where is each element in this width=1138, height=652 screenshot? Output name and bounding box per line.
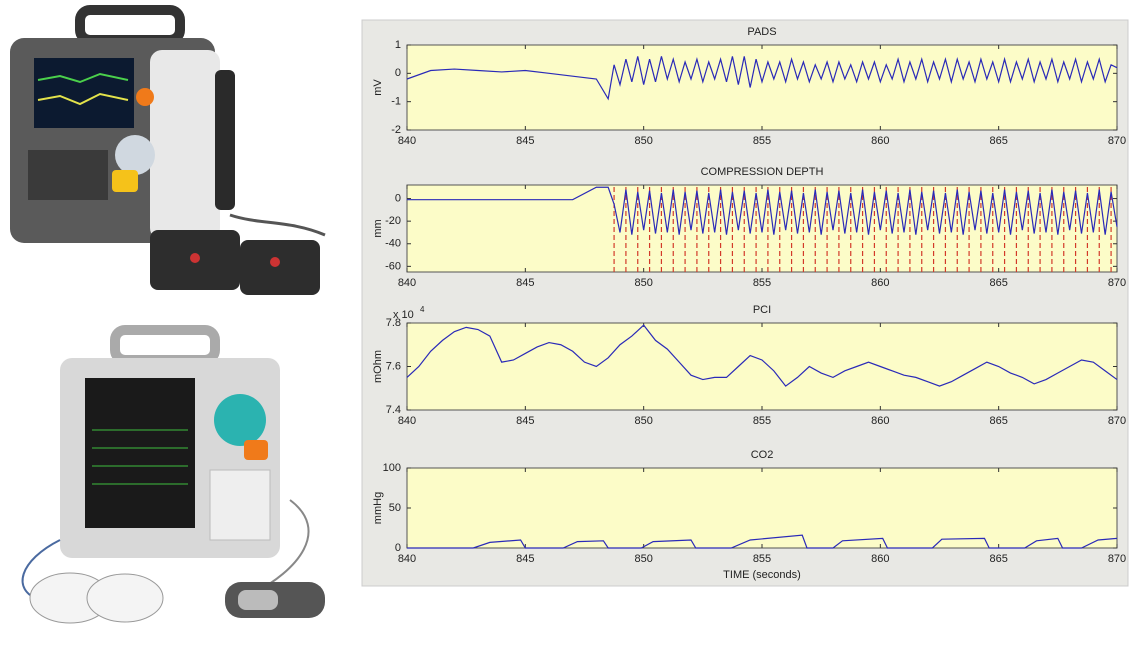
- y-axis-label: mm: [372, 219, 384, 237]
- x-tick-label: 865: [989, 415, 1007, 427]
- chart-title: CO2: [751, 449, 774, 461]
- chart-title: PCI: [753, 304, 771, 316]
- plot-area: [406, 322, 1118, 411]
- x-tick-label: 845: [516, 553, 534, 565]
- data-line: [407, 534, 1118, 549]
- x-tick-label: 855: [753, 135, 771, 147]
- y-axis-label: mmHg: [372, 492, 384, 524]
- x-tick-label: 850: [634, 135, 652, 147]
- x-tick-label: 860: [871, 277, 889, 289]
- data-line: [406, 324, 1118, 387]
- y-tick-label: 100: [383, 462, 401, 474]
- x-tick-label: 860: [871, 415, 889, 427]
- plot-area: [406, 467, 1118, 549]
- x-tick-label: 845: [516, 415, 534, 427]
- defibrillator-photo-bottom: [21, 325, 325, 624]
- y-tick-label: 1: [395, 39, 401, 51]
- y-scale-base: x 10: [393, 309, 414, 321]
- y-tick-label: 0: [395, 542, 401, 554]
- y-tick-label: -60: [385, 260, 401, 272]
- x-tick-label: 845: [516, 135, 534, 147]
- x-tick-label: 860: [871, 553, 889, 565]
- y-axis-label: mOhm: [372, 350, 384, 383]
- x-tick-label: 845: [516, 277, 534, 289]
- y-tick-label: 0: [395, 192, 401, 204]
- x-tick-label: 865: [989, 277, 1007, 289]
- x-tick-label: 850: [634, 277, 652, 289]
- x-tick-label: 840: [398, 415, 416, 427]
- x-tick-label: 870: [1108, 415, 1126, 427]
- x-tick-label: 840: [398, 277, 416, 289]
- plot-area: [406, 44, 1118, 131]
- x-tick-label: 855: [753, 553, 771, 565]
- x-tick-label: 870: [1108, 277, 1126, 289]
- y-tick-label: 50: [389, 502, 401, 514]
- x-tick-label: 855: [753, 277, 771, 289]
- y-tick-label: 7.6: [386, 360, 401, 372]
- x-tick-label: 850: [634, 553, 652, 565]
- y-tick-label: -1: [391, 96, 401, 108]
- x-tick-label: 840: [398, 553, 416, 565]
- y-tick-label: 7.4: [386, 404, 401, 416]
- x-axis-label: TIME (seconds): [723, 569, 801, 581]
- x-tick-label: 870: [1108, 135, 1126, 147]
- x-tick-label: 850: [634, 415, 652, 427]
- y-axis-label: mV: [372, 79, 384, 96]
- chart-title: PADS: [747, 26, 776, 38]
- x-tick-label: 865: [989, 135, 1007, 147]
- x-tick-label: 870: [1108, 553, 1126, 565]
- y-tick-label: 0: [395, 67, 401, 79]
- x-tick-label: 865: [989, 553, 1007, 565]
- data-line: [407, 186, 1118, 235]
- y-tick-label: -40: [385, 238, 401, 250]
- y-tick-label: -2: [391, 124, 401, 136]
- y-scale-exponent: 4: [420, 305, 425, 314]
- charts: PADS mV 840 845 850 855 860 865 870 -2 -1 0 1 COMPRES…: [372, 26, 1126, 581]
- data-line: [406, 56, 1118, 101]
- x-tick-label: 855: [753, 415, 771, 427]
- y-tick-label: 7.8: [386, 317, 401, 329]
- chart-title: COMPRESSION DEPTH: [701, 166, 824, 178]
- x-tick-label: 840: [398, 135, 416, 147]
- y-tick-label: -20: [385, 215, 401, 227]
- x-tick-label: 860: [871, 135, 889, 147]
- defibrillator-photo-top: [10, 5, 326, 295]
